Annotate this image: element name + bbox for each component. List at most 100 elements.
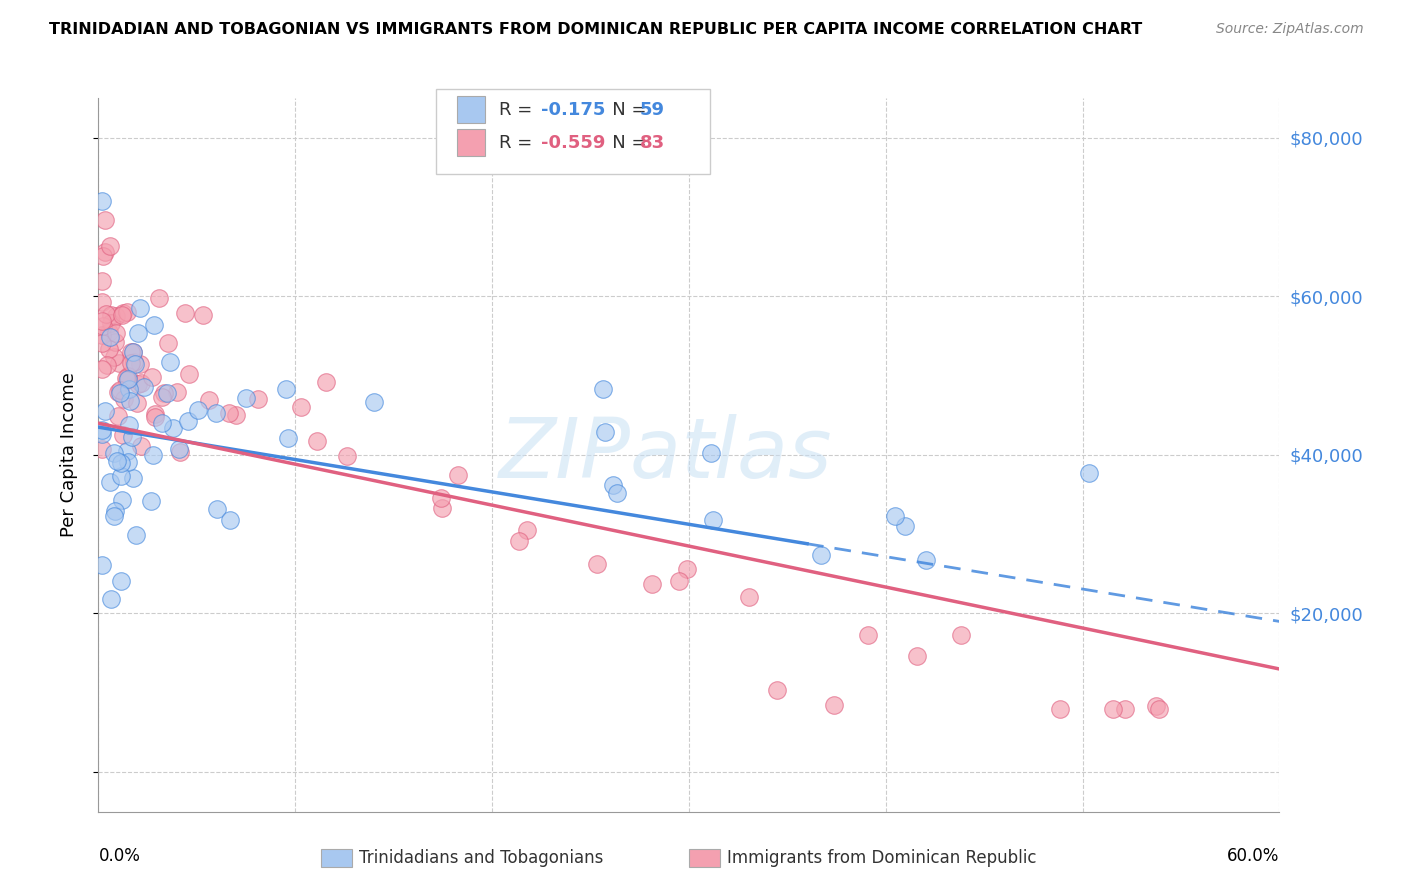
Text: 59: 59	[640, 101, 665, 119]
Point	[225, 408, 247, 422]
Point	[105, 309, 128, 323]
Text: -0.175: -0.175	[541, 101, 606, 119]
Text: Source: ZipAtlas.com: Source: ZipAtlas.com	[1216, 22, 1364, 37]
Text: N =: N =	[595, 134, 652, 152]
Point	[117, 368, 139, 383]
Point	[177, 414, 200, 428]
Point	[91, 328, 114, 343]
Point	[174, 306, 197, 320]
Point	[91, 313, 114, 327]
Text: 60.0%: 60.0%	[1227, 847, 1279, 865]
Point	[121, 344, 143, 359]
Point	[148, 292, 170, 306]
Point	[141, 370, 163, 384]
Point	[702, 513, 724, 527]
Point	[675, 562, 697, 576]
Point	[127, 377, 149, 392]
Point	[110, 457, 132, 471]
Point	[430, 491, 453, 505]
Point	[823, 698, 845, 713]
Point	[290, 401, 312, 415]
Point	[139, 494, 162, 508]
Point	[111, 493, 134, 508]
Point	[107, 409, 129, 423]
Point	[96, 359, 118, 373]
Point	[235, 391, 257, 405]
Point	[363, 395, 385, 409]
Point	[129, 376, 152, 390]
Point	[167, 442, 190, 456]
Point	[905, 648, 928, 663]
Point	[191, 309, 214, 323]
Point	[110, 468, 132, 483]
Point	[150, 390, 173, 404]
Point	[129, 439, 152, 453]
Point	[447, 467, 470, 482]
Point	[1077, 466, 1099, 480]
Point	[162, 421, 184, 435]
Point	[91, 558, 114, 572]
Point	[218, 406, 240, 420]
Point	[129, 357, 152, 371]
Point	[247, 392, 270, 406]
Point	[91, 319, 114, 334]
Text: 83: 83	[640, 134, 665, 152]
Point	[94, 212, 117, 227]
Point	[112, 306, 135, 320]
Point	[1049, 701, 1071, 715]
Point	[91, 249, 114, 263]
Point	[121, 430, 143, 444]
Point	[205, 501, 228, 516]
Point	[738, 590, 761, 604]
Point	[107, 384, 129, 399]
Point	[103, 509, 125, 524]
Point	[219, 513, 242, 527]
Point	[157, 336, 180, 351]
Point	[508, 533, 530, 548]
Point	[112, 392, 135, 406]
Point	[91, 274, 114, 288]
Text: TRINIDADIAN AND TOBAGONIAN VS IMMIGRANTS FROM DOMINICAN REPUBLIC PER CAPITA INCO: TRINIDADIAN AND TOBAGONIAN VS IMMIGRANTS…	[49, 22, 1143, 37]
Point	[100, 239, 122, 253]
Point	[143, 407, 166, 421]
Text: ZIPatlas: ZIPatlas	[499, 415, 832, 495]
Point	[305, 434, 328, 449]
Point	[430, 500, 453, 515]
Point	[94, 404, 117, 418]
Point	[602, 478, 624, 492]
Point	[91, 426, 114, 441]
Point	[100, 316, 122, 330]
Point	[142, 448, 165, 462]
Point	[277, 431, 299, 445]
Point	[91, 194, 114, 209]
Point	[104, 334, 127, 349]
Point	[98, 325, 121, 339]
Point	[641, 576, 664, 591]
Point	[205, 406, 228, 420]
Point	[105, 453, 128, 467]
Text: R =: R =	[499, 101, 538, 119]
Point	[100, 591, 122, 606]
Point	[810, 548, 832, 562]
Point	[585, 557, 607, 571]
Point	[593, 425, 616, 440]
Point	[150, 416, 173, 430]
Point	[91, 294, 114, 309]
Point	[104, 326, 127, 340]
Point	[114, 370, 136, 384]
Point	[129, 301, 152, 316]
Point	[894, 519, 917, 533]
Point	[153, 386, 176, 401]
Point	[97, 342, 120, 356]
Text: Trinidadians and Tobagonians: Trinidadians and Tobagonians	[359, 849, 603, 867]
Point	[166, 384, 188, 399]
Point	[108, 385, 131, 400]
Point	[1144, 699, 1167, 714]
Point	[91, 361, 114, 376]
Text: 0.0%: 0.0%	[98, 847, 141, 865]
Point	[104, 503, 127, 517]
Point	[125, 528, 148, 542]
Point	[1101, 701, 1123, 715]
Point	[276, 382, 298, 396]
Point	[100, 308, 122, 322]
